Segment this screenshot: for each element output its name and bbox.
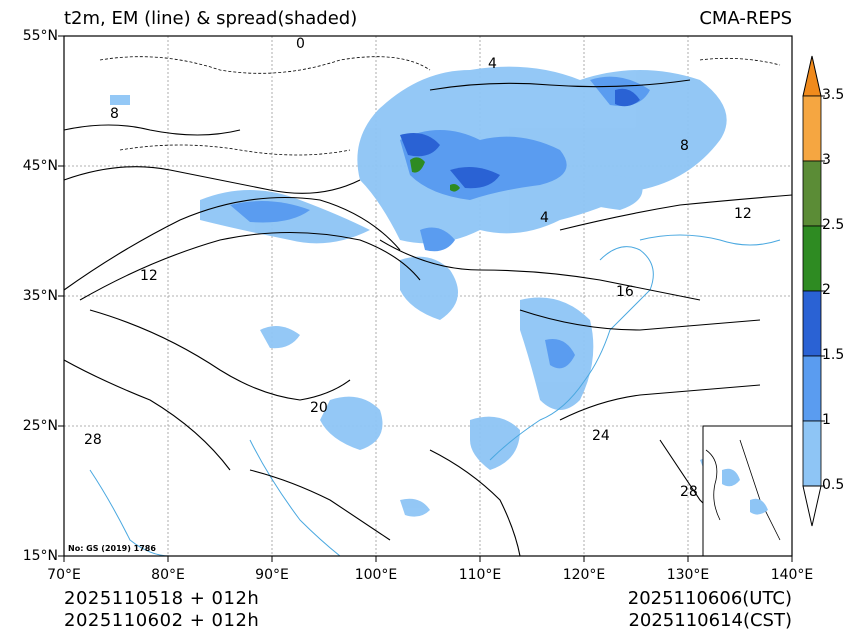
colorbar-label: 3 <box>822 152 831 168</box>
colorbar-label: 1.5 <box>822 347 845 363</box>
colorbar-segment-0.5-1 <box>802 420 822 487</box>
colorbar-label: 3.5 <box>822 87 845 103</box>
lon-tick-label: 140°E <box>770 567 814 583</box>
colorbar <box>802 55 825 527</box>
spread-shading-dark <box>400 88 640 189</box>
map-review-number: No: GS (2019) 1786 <box>68 544 156 553</box>
negative-contours <box>99 56 781 156</box>
figure-title: t2m, EM (line) & spread(shaded) <box>64 8 358 29</box>
lat-tick-label: 25°N <box>22 418 58 434</box>
coastline <box>89 234 781 557</box>
colorbar-label: 2.5 <box>822 217 845 233</box>
contour-label: 16 <box>616 284 634 300</box>
valid-time-utc: 2025110606(UTC) <box>627 588 792 609</box>
contour-label: 28 <box>84 432 102 448</box>
inset-shading <box>722 468 768 515</box>
contour-label: 8 <box>110 106 119 122</box>
colorbar-segment-3-3.5 <box>802 95 822 162</box>
lat-tick-label: 55°N <box>22 28 58 44</box>
contour-label: 4 <box>540 210 549 226</box>
colorbar-segment-1.5-2 <box>802 290 822 357</box>
colorbar-label: 2 <box>822 282 831 298</box>
contour-label: 28 <box>680 484 698 500</box>
colorbar-segment-2-2.5 <box>802 225 822 292</box>
contour-label-group: 0 4 8 12 16 20 24 28 28 4 12 8 <box>84 36 752 500</box>
spread-shading-green <box>410 157 460 192</box>
colorbar-label: 0.5 <box>822 477 845 493</box>
lon-tick-label: 70°E <box>47 567 81 583</box>
contour-label: 12 <box>734 206 752 222</box>
contour-label: 20 <box>310 400 328 416</box>
contour-label: 4 <box>488 56 497 72</box>
axis-ticks <box>58 35 793 562</box>
lon-tick-label: 110°E <box>458 567 502 583</box>
colorbar-segment-2.5-3 <box>802 160 822 227</box>
colorbar-label: 1 <box>822 412 831 428</box>
valid-time-cst: 2025110614(CST) <box>628 610 792 631</box>
model-name: CMA-REPS <box>699 8 792 29</box>
lon-tick-label: 80°E <box>151 567 185 583</box>
colorbar-extend-upper <box>802 55 822 97</box>
lat-tick-label: 45°N <box>22 158 58 174</box>
contour-label: 8 <box>680 138 689 154</box>
lon-tick-label: 90°E <box>255 567 289 583</box>
contour-label: 24 <box>592 428 610 444</box>
contour-label: 0 <box>296 36 305 52</box>
lon-tick-label: 100°E <box>354 567 398 583</box>
init-time-utc: 2025110518 + 012h <box>64 588 260 609</box>
temperature-contours <box>63 79 793 557</box>
lon-tick-label: 120°E <box>562 567 606 583</box>
colorbar-segment-1-1.5 <box>802 355 822 422</box>
colorbar-extend-lower <box>802 485 822 527</box>
gridlines <box>64 36 792 556</box>
lon-tick-label: 130°E <box>666 567 710 583</box>
init-time-cst: 2025110602 + 012h <box>64 610 260 631</box>
lat-tick-label: 35°N <box>22 288 58 304</box>
lat-tick-label: 15°N <box>22 548 58 564</box>
contour-label: 12 <box>140 268 158 284</box>
